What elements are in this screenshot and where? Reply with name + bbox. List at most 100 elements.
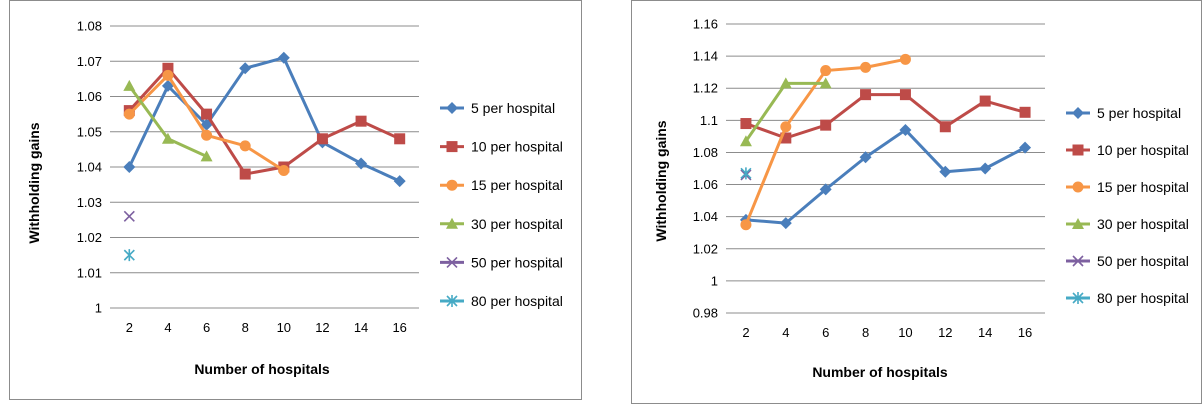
legend-label: 10 per hospital <box>471 139 563 155</box>
legend-marker <box>1072 144 1084 156</box>
data-point <box>316 133 328 145</box>
y-tick-label: 1.07 <box>77 54 102 69</box>
y-tick-label: 1.02 <box>77 230 102 245</box>
y-tick-label: 1 <box>711 273 718 288</box>
legend-label: 5 per hospital <box>1097 105 1181 121</box>
y-tick-label: 1.12 <box>693 81 718 96</box>
y-tick-label: 1.08 <box>77 19 102 34</box>
data-point <box>859 151 872 164</box>
y-tick-label: 1.14 <box>693 49 718 64</box>
data-point <box>162 62 174 74</box>
x-tick-label: 12 <box>315 320 329 335</box>
data-point <box>123 161 136 173</box>
data-point <box>200 118 213 131</box>
y-tick-label: 1 <box>95 301 102 316</box>
data-point <box>820 65 832 77</box>
data-point <box>278 165 290 177</box>
legend-marker <box>446 179 458 191</box>
series-line <box>127 56 401 183</box>
data-point <box>739 135 752 147</box>
data-point <box>860 89 872 101</box>
series-line <box>745 93 1026 140</box>
legend-label: 50 per hospital <box>471 254 563 270</box>
data-point <box>780 132 792 144</box>
x-tick-label: 10 <box>277 320 291 335</box>
data-point <box>779 77 792 89</box>
x-axis-title: Number of hospitals <box>812 364 948 380</box>
series-line <box>745 128 1026 225</box>
data-point <box>979 162 992 175</box>
data-point <box>277 51 290 64</box>
y-tick-label: 1.16 <box>693 17 718 32</box>
legend-label: 50 per hospital <box>1097 253 1189 269</box>
x-tick-label: 16 <box>1018 325 1032 340</box>
data-point <box>355 157 368 170</box>
legend-label: 30 per hospital <box>471 216 563 232</box>
y-tick-label: 1.03 <box>77 195 102 210</box>
series-line <box>128 66 401 176</box>
y-tick-label: 1.02 <box>693 241 718 256</box>
y-axis-title: Withholding gains <box>26 122 42 243</box>
data-point <box>123 249 135 262</box>
data-point <box>200 150 213 162</box>
data-point <box>123 108 135 120</box>
data-point <box>780 121 792 133</box>
legend-label: 15 per hospital <box>471 177 563 193</box>
data-point <box>939 165 952 178</box>
y-tick-label: 1.04 <box>77 160 102 175</box>
data-point <box>201 129 213 141</box>
x-tick-label: 4 <box>782 325 789 340</box>
legend-label: 80 per hospital <box>471 293 563 309</box>
legend-marker <box>446 141 458 153</box>
chart-right-frame: 0.98 1 1.02 1.04 1.06 1.08 1.1 1.12 1.14 1.16 2 4 6 8… <box>631 0 1202 404</box>
legend-label: 80 per hospital <box>1097 290 1189 306</box>
legend-label: 10 per hospital <box>1097 142 1189 158</box>
data-point <box>394 133 406 145</box>
legend-marker <box>1072 218 1084 229</box>
x-tick-label: 14 <box>354 320 368 335</box>
chart-left: 1 1.01 1.02 1.03 1.04 1.05 1.06 1.07 1.08 2 4 6 8 10 1… <box>26 19 563 378</box>
data-point <box>162 69 174 81</box>
x-tick-label: 6 <box>822 325 829 340</box>
data-point <box>740 219 752 231</box>
data-point <box>201 108 213 120</box>
y-tick-label: 0.98 <box>693 306 718 321</box>
y-tick-label: 1.06 <box>77 89 102 104</box>
x-tick-label: 4 <box>164 320 171 335</box>
data-point <box>740 118 752 130</box>
data-point <box>779 217 792 230</box>
y-tick-label: 1.06 <box>693 177 718 192</box>
legend-marker <box>446 256 458 268</box>
y-tick-label: 1.04 <box>693 209 718 224</box>
x-tick-label: 10 <box>898 325 912 340</box>
x-tick-label: 8 <box>862 325 869 340</box>
legend-marker <box>1072 181 1084 193</box>
data-point <box>820 119 832 131</box>
x-tick-label: 14 <box>978 325 992 340</box>
y-tick-label: 1.1 <box>700 113 718 128</box>
chart-right: 0.98 1 1.02 1.04 1.06 1.08 1.1 1.12 1.14 1.16 2 4 6 8… <box>653 17 1189 381</box>
legend-marker <box>446 102 458 114</box>
data-point <box>899 53 911 65</box>
y-tick-label: 1.01 <box>77 265 102 280</box>
legend-label: 30 per hospital <box>1097 216 1189 232</box>
legend-marker <box>1072 255 1084 267</box>
data-point <box>1019 106 1031 118</box>
legend-marker <box>1072 107 1084 119</box>
x-tick-label: 12 <box>938 325 952 340</box>
x-tick-label: 16 <box>392 320 406 335</box>
data-point <box>979 95 991 107</box>
data-point <box>393 175 406 188</box>
legend-label: 5 per hospital <box>471 100 555 116</box>
data-point <box>1019 141 1032 154</box>
data-point <box>819 183 832 196</box>
x-tick-label: 2 <box>126 320 133 335</box>
data-point <box>939 121 951 133</box>
y-tick-label: 1.05 <box>77 124 102 139</box>
data-point <box>123 79 136 91</box>
legend-marker <box>446 217 458 229</box>
data-point <box>161 132 174 144</box>
data-point <box>740 167 752 180</box>
data-point <box>819 77 832 89</box>
x-tick-label: 2 <box>742 325 749 340</box>
